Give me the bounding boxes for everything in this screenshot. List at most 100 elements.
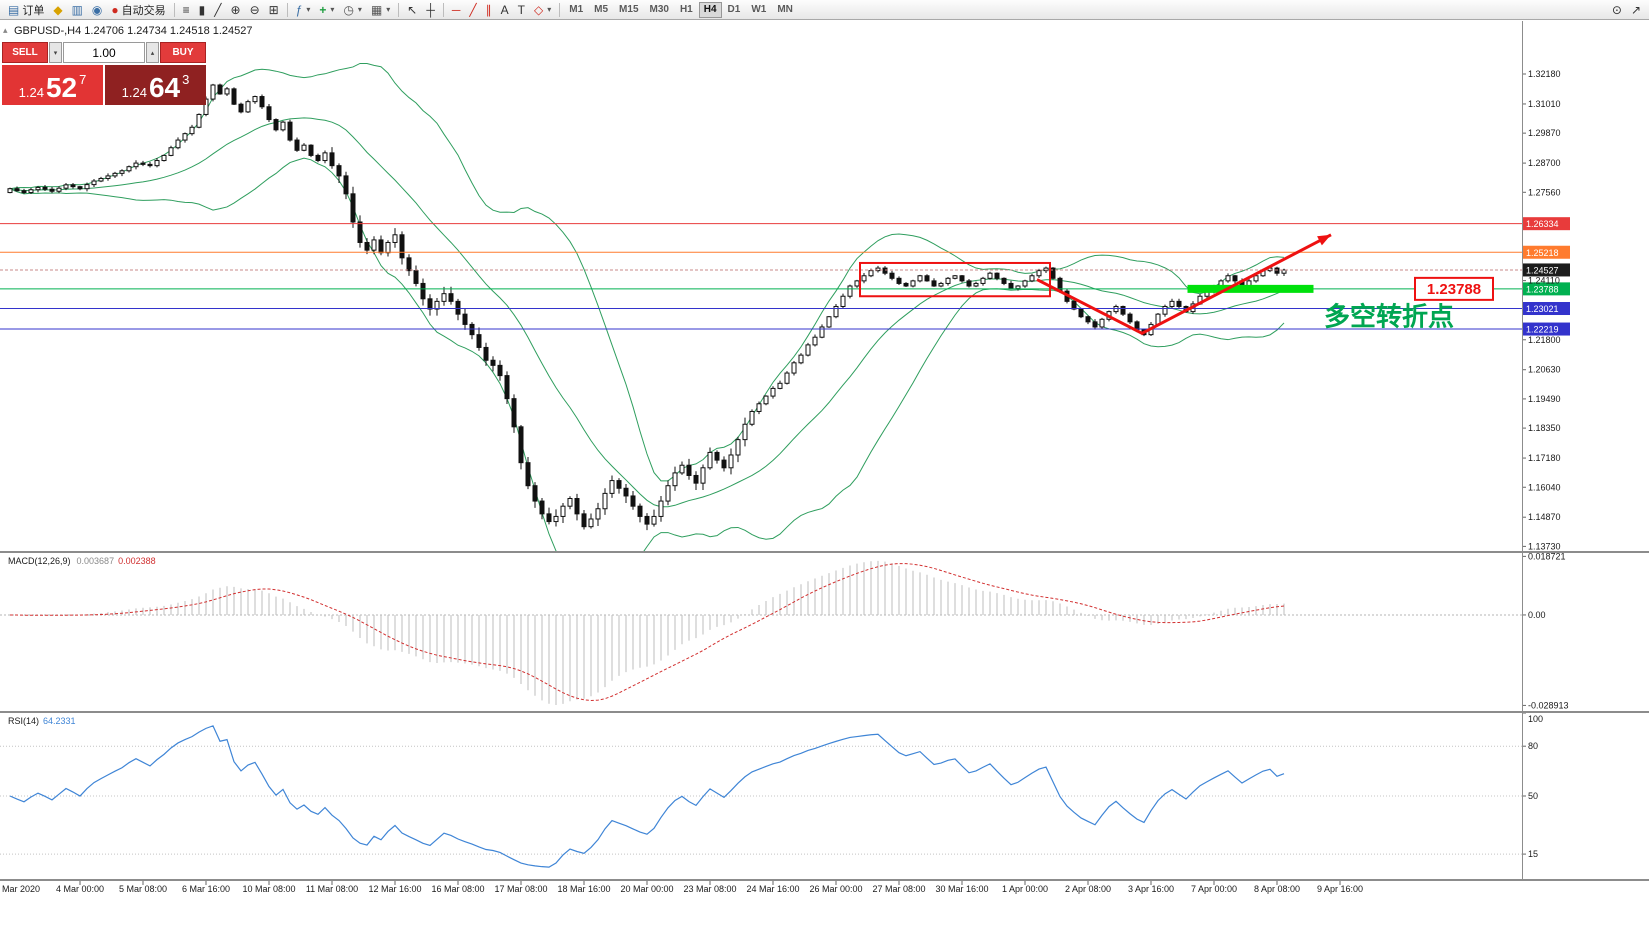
time-axis-label: 9 Apr 16:00 [1317, 884, 1363, 894]
channel-button[interactable]: ∥ [482, 1, 496, 18]
time-axis-label: 23 Mar 08:00 [683, 884, 736, 894]
chevron-down-icon: ▾ [386, 5, 391, 14]
timeframe-m1-button[interactable]: M1 [564, 2, 588, 18]
zoom-in-button[interactable]: ⊕ [227, 1, 245, 18]
volume-input[interactable] [63, 42, 145, 63]
time-axis-label: 18 Mar 16:00 [557, 884, 610, 894]
buy-button[interactable]: BUY [160, 42, 206, 63]
chart-window-button[interactable]: ◆ [49, 1, 66, 18]
web-terminal-button[interactable]: ◉ [88, 1, 106, 18]
annotation-green-support-bar[interactable] [1187, 284, 1314, 293]
timeframe-toolbar: M1 M5 M15 M30 H1 H4 D1 W1 MN [564, 1, 798, 18]
indicators-button[interactable]: ƒ ▾ [292, 1, 315, 18]
one-click-trading-panel: SELL ▾ ▴ BUY 1.24 52 7 1.24 64 3 [2, 42, 206, 105]
rsi-scale-label: 50 [1528, 791, 1538, 801]
price-scale-line-label [1523, 282, 1570, 296]
timeframe-mn-button[interactable]: MN [772, 2, 798, 18]
market-watch-button[interactable]: ▥ [68, 1, 87, 18]
chevron-down-icon: ▾ [357, 5, 362, 14]
sell-button[interactable]: SELL [2, 42, 48, 63]
buy-price-big-figure: 1.24 [121, 85, 147, 100]
time-axis-label: Mar 2020 [2, 884, 40, 894]
periods-menu-button[interactable]: ◷ ▾ [339, 1, 366, 18]
timeframe-m30-button[interactable]: M30 [645, 2, 674, 18]
pointer-tool-button[interactable]: ↗ [1627, 1, 1645, 18]
magnifier-tool-button[interactable]: ⊙ [1608, 1, 1626, 18]
price-scale-tick: 1.28700 [1528, 158, 1561, 168]
toolbar-separator [398, 2, 400, 17]
price-scale-tick: 1.13730 [1528, 541, 1561, 551]
timeframe-h4-button[interactable]: H4 [698, 1, 722, 18]
zoom-in-icon: ⊕ [230, 2, 241, 17]
annotation-rectangle[interactable] [859, 261, 1051, 298]
zoom-out-button[interactable]: ⊖ [246, 1, 264, 18]
text-tool-button[interactable]: A [497, 1, 513, 18]
annotation-price-label-box[interactable] [1414, 276, 1494, 301]
annotation-cn-text[interactable]: 多空转折点 [1324, 302, 1454, 332]
candlestick-chart-icon: ▮ [198, 2, 206, 17]
horizontal-line-button[interactable]: ─ [448, 1, 465, 18]
price-scale-tick: 1.29870 [1528, 128, 1561, 138]
candlestick-chart-button[interactable]: ▮ [195, 1, 210, 18]
cursor-icon: ↖ [407, 2, 418, 17]
new-order-icon: ▤ [8, 2, 20, 17]
rsi-scale-label: 100 [1528, 714, 1543, 724]
autotrade-label: 自动交易 [121, 4, 166, 17]
macd-indicator-label: MACD(12,26,9) 0.003687 0.002388 [8, 556, 156, 566]
new-order-button[interactable]: ▤ 订单 [4, 1, 48, 18]
autotrade-button[interactable]: ● 自动交易 [107, 1, 169, 18]
time-axis-label: 6 Mar 16:00 [182, 884, 230, 894]
template-icon: ▦ [370, 2, 383, 17]
rsi-line [9, 725, 1285, 868]
time-axis-label: 1 Apr 00:00 [1002, 884, 1048, 894]
add-indicator-button[interactable]: + ▾ [315, 1, 338, 18]
shapes-button[interactable]: ◇ ▾ [530, 1, 555, 18]
sell-price-pips: 52 [45, 72, 78, 104]
svg-text:1.23788: 1.23788 [1526, 284, 1559, 294]
trendline-button[interactable]: ╱ [465, 1, 480, 18]
timeframe-h1-button[interactable]: H1 [675, 2, 698, 18]
bollinger-lower-band [9, 157, 1285, 551]
cursor-button[interactable]: ↖ [403, 1, 421, 18]
macd-pane[interactable] [9, 560, 1285, 705]
macd-scale-label: 0.00 [1528, 610, 1546, 620]
bollinger-middle-band [9, 117, 1285, 508]
annotation-trend-zigzag[interactable] [1036, 233, 1332, 336]
rsi-indicator-label: RSI(14) 64.2331 [8, 716, 76, 726]
panel-separator[interactable] [0, 711, 1649, 713]
line-chart-button[interactable]: ╱ [210, 1, 225, 18]
svg-text:1.22219: 1.22219 [1526, 325, 1559, 335]
price-pane[interactable] [7, 62, 1287, 595]
volume-decrease-button[interactable]: ▾ [49, 42, 62, 63]
timeframe-m5-button[interactable]: M5 [589, 2, 613, 18]
trade-panel-collapse-button[interactable]: ▴ [3, 25, 8, 35]
panel-separator[interactable] [0, 551, 1649, 553]
timeframe-m15-button[interactable]: M15 [614, 2, 643, 18]
sell-price-display[interactable]: 1.24 52 7 [2, 65, 103, 105]
panel-separator[interactable] [0, 879, 1649, 881]
price-scale-tick: 1.32180 [1528, 69, 1561, 79]
chevron-down-icon: ▾ [306, 5, 311, 14]
timeframe-d1-button[interactable]: D1 [723, 2, 746, 18]
toolbar-separator [442, 2, 444, 17]
time-axis-label: 26 Mar 00:00 [809, 884, 862, 894]
bar-chart-button[interactable]: ≡ [179, 1, 194, 18]
svg-text:1.24527: 1.24527 [1526, 265, 1559, 275]
crosshair-button[interactable]: ┼ [422, 1, 439, 18]
shapes-icon: ◇ [533, 2, 544, 17]
rsi-pane[interactable] [9, 725, 1285, 868]
price-scale-tick: 1.31010 [1528, 99, 1561, 109]
svg-text:1.23788: 1.23788 [1427, 281, 1481, 298]
price-scale-line-label [1523, 217, 1570, 231]
svg-text:1.23021: 1.23021 [1526, 304, 1559, 314]
chevron-down-icon: ▾ [330, 5, 335, 14]
timeframe-w1-button[interactable]: W1 [746, 2, 771, 18]
chart-canvas[interactable]: 1.263341.252181.237881.230211.222191.245… [0, 21, 1649, 898]
price-scale-line-label [1523, 322, 1570, 336]
volume-increase-button[interactable]: ▴ [146, 42, 159, 63]
templates-button[interactable]: ▦ ▾ [367, 1, 394, 18]
tile-windows-button[interactable]: ⊞ [265, 1, 283, 18]
buy-price-display[interactable]: 1.24 64 3 [105, 65, 206, 105]
label-tool-button[interactable]: T [514, 1, 529, 18]
